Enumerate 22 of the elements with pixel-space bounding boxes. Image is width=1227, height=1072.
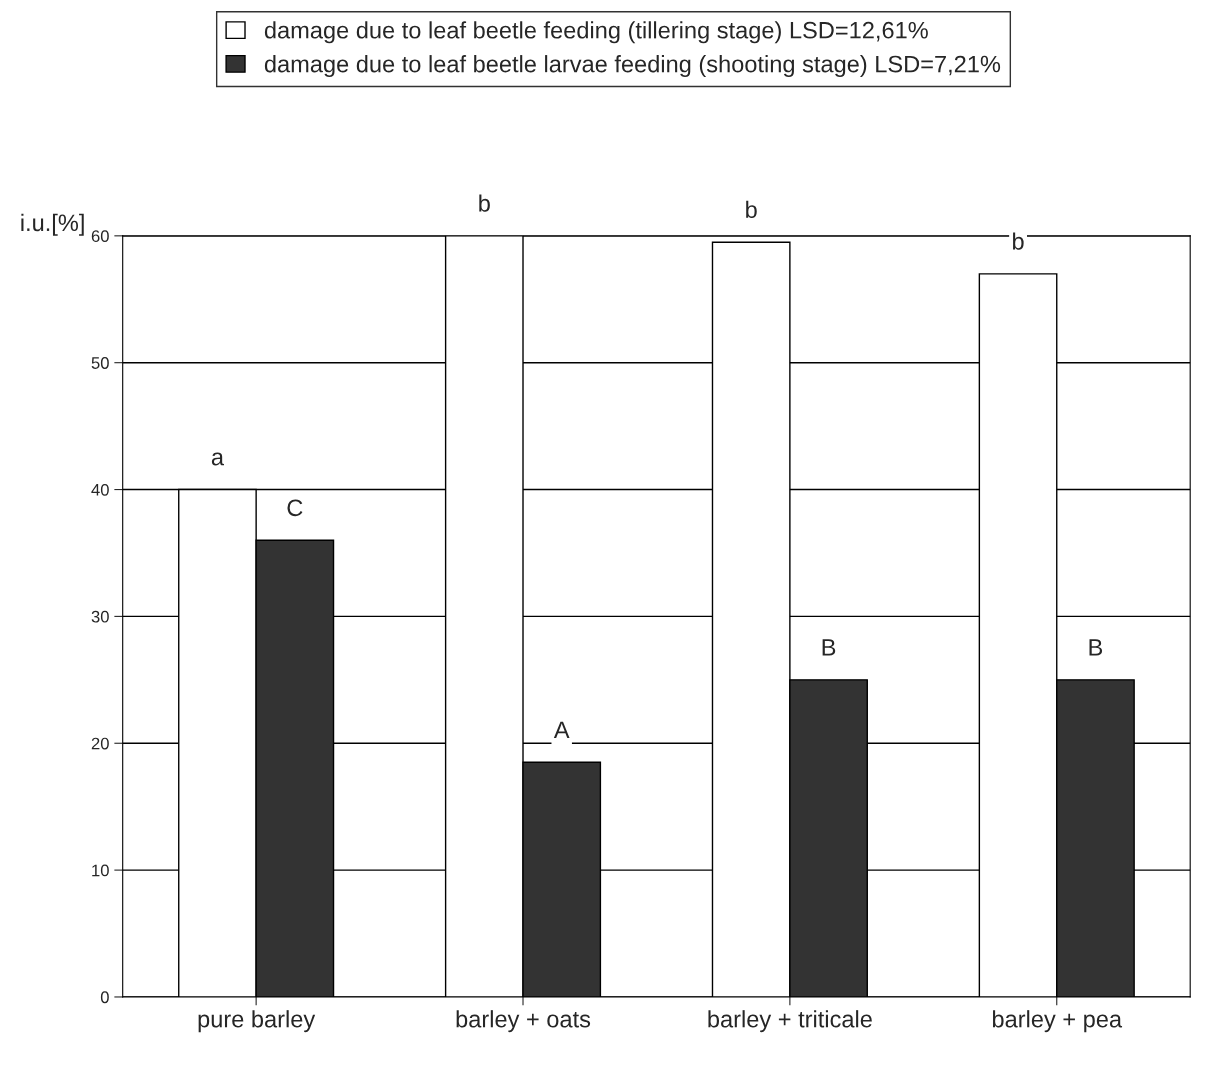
x-tick-label: barley + oats: [456, 1010, 591, 1033]
annotation: C: [287, 499, 303, 517]
annotation: B: [1089, 639, 1103, 656]
y-tick-label: 20: [91, 737, 109, 750]
annotation: A: [553, 721, 570, 738]
y-tick-label: 30: [91, 610, 109, 623]
annotation: B: [822, 639, 836, 656]
x-tick-label: pure barley: [198, 1010, 316, 1033]
text: b: [746, 200, 757, 219]
y-tick-label: 0: [100, 991, 109, 1004]
legend-label: damage due to leaf beetle feeding (tillering stage) LSD=12,61%: [264, 21, 928, 44]
annotation: a: [211, 452, 224, 466]
x-tick-label: barley + triticale: [708, 1010, 872, 1033]
y-tick-label: 40: [91, 483, 109, 496]
y-axis-title: i.u.[%]: [21, 213, 84, 236]
x-tick-label: barley + pea: [992, 1010, 1123, 1033]
y-tick-label: 60: [91, 230, 109, 243]
y-tick-label: 10: [92, 864, 109, 877]
text: b: [479, 194, 490, 212]
y-tick-label: 50: [91, 357, 109, 369]
annotation: b: [1013, 232, 1024, 250]
legend-label: damage due to leaf beetle larvae feeding (shooting stage) LSD=7,21%: [264, 55, 1001, 78]
